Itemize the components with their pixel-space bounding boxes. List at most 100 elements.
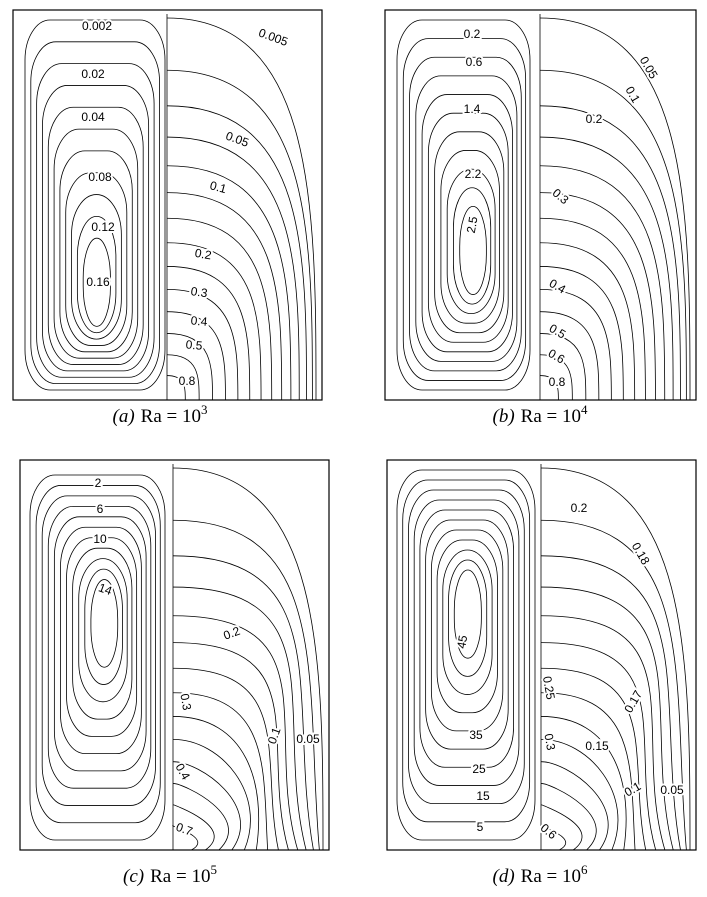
streamline xyxy=(419,509,514,768)
contour-label: 0.5 xyxy=(185,337,203,352)
isotherm xyxy=(540,738,619,851)
caption-exponent: 3 xyxy=(201,402,208,417)
contour-label: 0.6 xyxy=(466,55,483,69)
contour-label: 1.4 xyxy=(464,102,481,116)
streamline xyxy=(78,558,128,703)
caption-expr: Ra = 10 xyxy=(150,866,210,887)
contour-label: 45 xyxy=(454,634,470,650)
streamline xyxy=(453,569,482,659)
isotherm xyxy=(172,692,269,851)
isotherm xyxy=(540,555,681,851)
isotherm xyxy=(539,266,624,401)
streamline xyxy=(436,539,498,714)
contour-label: 0.2 xyxy=(586,112,603,126)
streamline xyxy=(65,172,128,346)
streamline xyxy=(53,516,147,772)
contour-label: 0.02 xyxy=(81,67,105,81)
isotherm xyxy=(539,311,600,401)
streamline xyxy=(59,150,133,353)
contour-label: 10 xyxy=(93,532,107,546)
isotherm xyxy=(540,586,674,851)
contour-label: 6 xyxy=(97,502,104,516)
isotherm xyxy=(539,242,636,401)
contour-label: 0.15 xyxy=(585,739,609,753)
streamline xyxy=(76,215,117,334)
isotherm xyxy=(166,288,239,401)
streamline xyxy=(415,75,518,362)
isotherm xyxy=(172,804,215,851)
streamline xyxy=(72,547,133,720)
isotherm xyxy=(166,217,273,401)
streamline xyxy=(434,131,505,334)
streamline xyxy=(42,85,150,372)
isotherm xyxy=(172,467,324,851)
contour-label: 0.08 xyxy=(88,170,112,184)
isotherm xyxy=(166,354,200,401)
isotherm xyxy=(172,738,251,851)
isotherm xyxy=(166,333,213,401)
isotherm xyxy=(539,333,587,401)
isotherm xyxy=(539,17,691,401)
contour-label: 0.05 xyxy=(637,54,661,82)
caption-tag: (c) xyxy=(123,866,144,887)
panel: 0.002 0.02 0.04 0.08 0.12 0.16 0.005 0.05 0.1 0.2… xyxy=(12,9,323,427)
contour-label: 2.5 xyxy=(464,215,481,234)
isotherm xyxy=(539,375,559,401)
contour-label: 0.4 xyxy=(190,313,208,328)
streamline xyxy=(402,479,531,823)
isotherm xyxy=(172,586,307,851)
frame xyxy=(384,9,697,401)
isotherm xyxy=(539,192,656,401)
isotherm xyxy=(540,783,597,851)
streamline xyxy=(421,94,513,353)
streamline xyxy=(440,150,500,324)
contour-label: 0.1 xyxy=(208,178,228,196)
caption-tag: (a) xyxy=(113,406,135,427)
contour-label: 0.25 xyxy=(540,675,558,701)
contour-label: 2 xyxy=(95,476,102,490)
contour-label: 0.2 xyxy=(194,246,213,263)
streamline xyxy=(30,41,160,385)
contour-label: 2.2 xyxy=(465,167,482,181)
contour-label: 0.005 xyxy=(257,26,290,50)
contour-label: 14 xyxy=(97,580,115,598)
contour-label: 0.3 xyxy=(190,284,209,300)
streamline xyxy=(396,469,536,841)
isotherm xyxy=(172,642,289,851)
streamline xyxy=(409,56,522,372)
contour-label: 0.3 xyxy=(550,186,572,208)
streamline xyxy=(413,499,520,786)
isotherm xyxy=(540,667,647,851)
isotherm xyxy=(539,165,666,401)
contour-label: 0.05 xyxy=(296,732,320,746)
streamline xyxy=(24,19,166,391)
streamline xyxy=(427,112,509,343)
isotherm xyxy=(540,692,636,851)
contour-label: 0.3 xyxy=(177,692,194,711)
contour-label: 0.2 xyxy=(464,27,481,41)
streamline xyxy=(35,485,161,824)
contour-label: 0.2 xyxy=(571,501,588,515)
contour-label: 0.6 xyxy=(546,346,568,367)
isotherm xyxy=(166,375,186,401)
caption-exponent: 4 xyxy=(581,402,588,417)
isotherm xyxy=(540,761,609,851)
isotherm xyxy=(539,105,681,401)
isotherm xyxy=(166,69,313,401)
contour-label: 0.1 xyxy=(622,84,643,106)
streamline xyxy=(84,568,123,685)
isotherm xyxy=(540,615,666,851)
streamline xyxy=(430,529,504,732)
caption: (a) Ra = 103 xyxy=(113,402,208,427)
contour-label: 0.4 xyxy=(172,761,193,783)
isotherm xyxy=(539,288,612,401)
contour-label: 0.18 xyxy=(629,540,653,568)
streamline xyxy=(402,38,527,381)
contour-label: 0.1 xyxy=(265,725,284,746)
isotherm xyxy=(166,192,283,401)
streamline xyxy=(408,489,525,805)
streamline xyxy=(71,194,122,340)
